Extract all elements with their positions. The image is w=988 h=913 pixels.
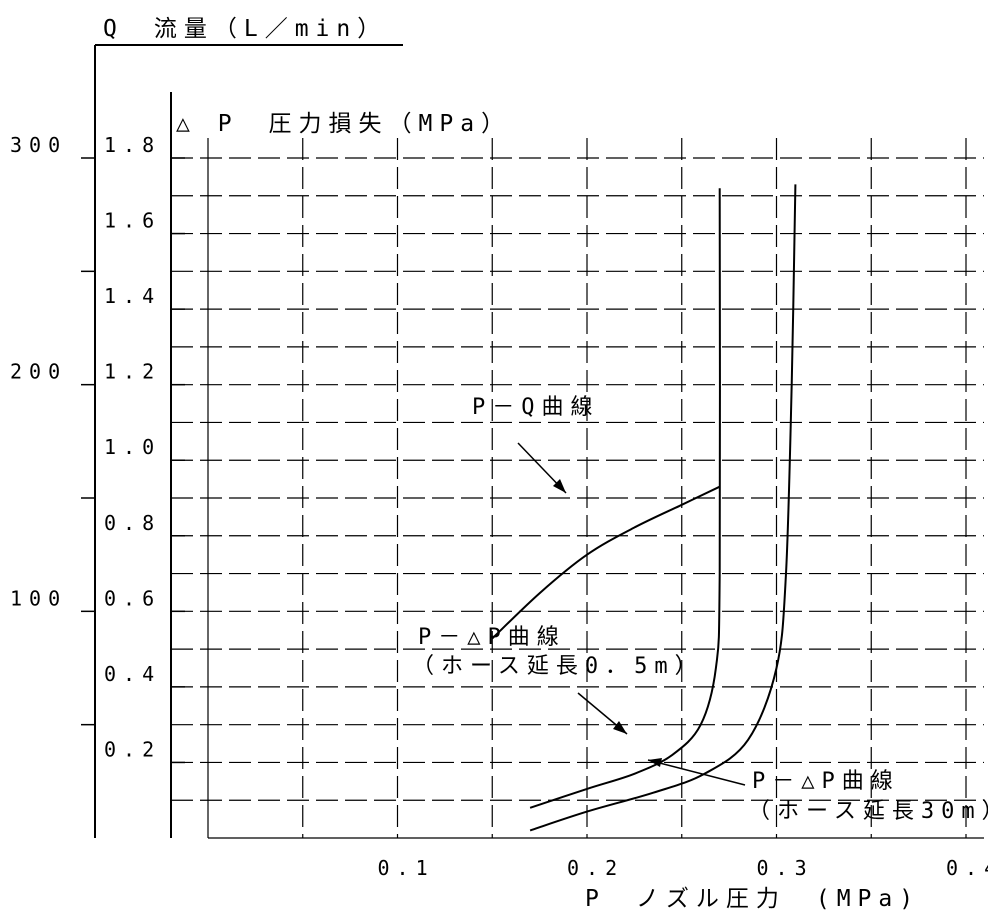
leader-pdp-30: [647, 759, 746, 786]
series-pdp-05m-curve: [529, 188, 721, 809]
dp-tick-label: 0.6: [104, 586, 161, 610]
q-tick-label: 200: [10, 360, 67, 384]
x-tick-label: 0.3: [757, 856, 814, 880]
dp-axis-title: △ P 圧力損失（MPa）: [176, 111, 511, 137]
curves: [491, 184, 797, 832]
dp-tick-label: 0.8: [104, 511, 161, 535]
axes: [94, 44, 403, 838]
series-pdp-30m-curve: [529, 184, 797, 832]
annotation-pdp-30-sub: （ホース延長30m）: [748, 799, 988, 824]
dp-tick-label: 1.8: [104, 133, 161, 157]
q-tick-label: 100: [10, 586, 67, 610]
x-tick-label: 0.1: [378, 856, 435, 880]
leader-pq-arrowhead: [553, 479, 566, 493]
annotation-pdp-05-title: P－△P曲線: [418, 625, 566, 650]
annotations: P－Q曲線 P－△P曲線 （ホース延長0．5m） P－△P曲線 （ホース延長30…: [412, 395, 988, 824]
annotation-pdp-30-title: P－△P曲線: [752, 769, 900, 794]
annotation-pdp-05-sub: （ホース延長0．5m）: [412, 654, 704, 679]
dp-tick-label: 1.4: [104, 284, 161, 308]
dp-tick-label: 0.4: [104, 662, 161, 686]
dp-tick-label: 1.0: [104, 435, 161, 459]
q-axis-title: Q 流量（L／min）: [103, 16, 387, 42]
leader-pdp-30-arrowhead: [648, 758, 662, 767]
annotation-pq: P－Q曲線: [472, 395, 600, 420]
x-axis-title: P ノズル圧力 (MPa): [585, 886, 920, 912]
tick-labels: 1.8 1.6 1.4 1.2 1.0 0.8 0.6 0.4 0.2 300 200 100 0.1 0…: [10, 133, 988, 880]
dp-tick-label: 1.2: [104, 360, 161, 384]
leader-pdp-05-arrowhead: [613, 721, 627, 734]
q-tick-label: 300: [10, 133, 67, 157]
x-tick-label: 0.2: [567, 856, 624, 880]
dp-tick-label: 0.2: [104, 737, 161, 761]
grid: [171, 138, 984, 839]
dp-tick-label: 1.6: [104, 209, 161, 233]
series-pq-curve: [491, 485, 721, 640]
x-tick-label: 0.4: [946, 856, 988, 880]
